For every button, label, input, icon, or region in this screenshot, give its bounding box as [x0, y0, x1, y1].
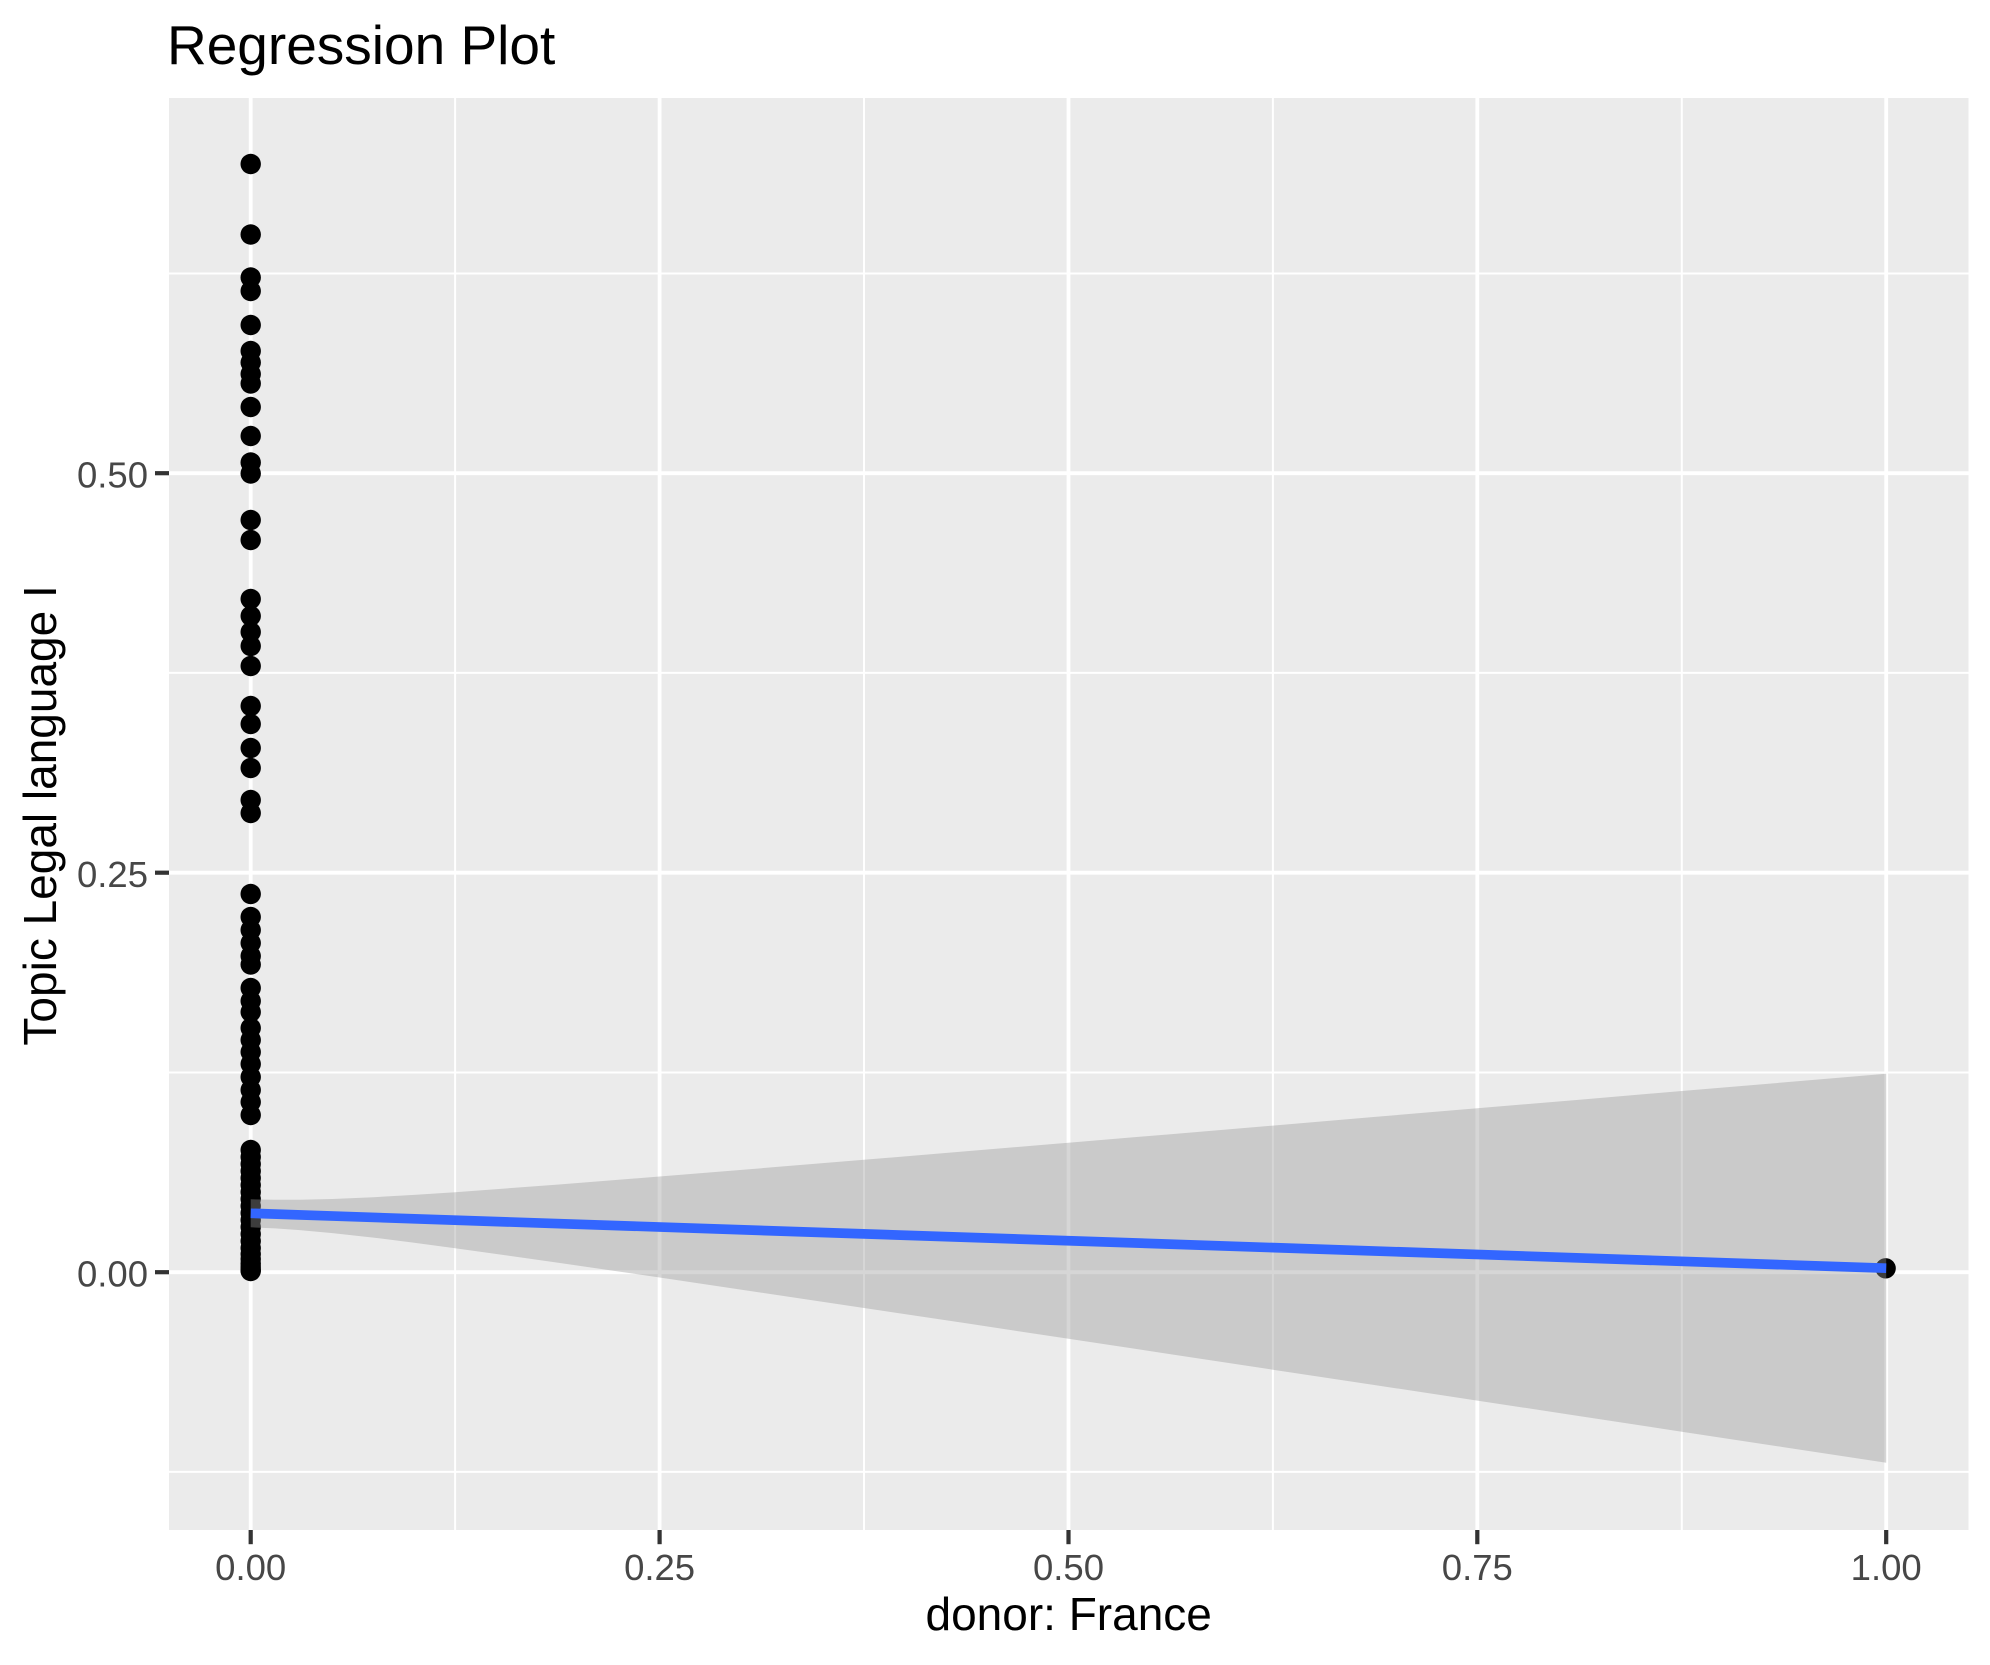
svg-text:0.00: 0.00	[215, 1547, 286, 1588]
svg-text:0.25: 0.25	[624, 1547, 695, 1588]
svg-text:0.75: 0.75	[1442, 1547, 1513, 1588]
svg-text:Regression Plot: Regression Plot	[167, 14, 555, 76]
svg-text:Topic Legal language I: Topic Legal language I	[14, 585, 66, 1045]
svg-text:0.50: 0.50	[1033, 1547, 1104, 1588]
svg-text:1.00: 1.00	[1851, 1547, 1922, 1588]
svg-text:0.25: 0.25	[77, 854, 148, 895]
svg-text:donor: France: donor: France	[926, 1588, 1212, 1640]
svg-text:0.00: 0.00	[77, 1254, 148, 1295]
svg-text:0.50: 0.50	[77, 455, 148, 496]
